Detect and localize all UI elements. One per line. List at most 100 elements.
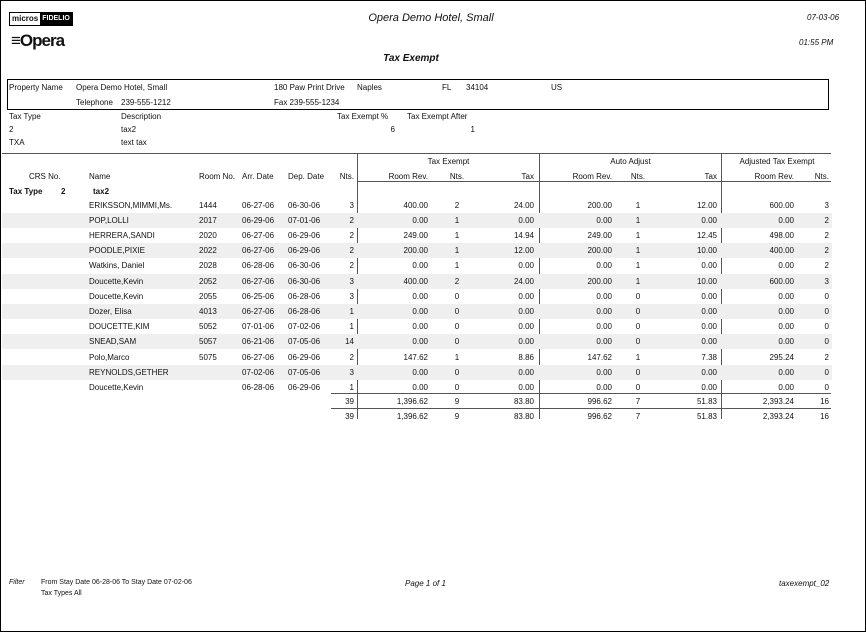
table-cell: 0 — [824, 322, 829, 332]
table-cell: 06-30-06 — [288, 261, 321, 271]
table-cell: 400.00 — [403, 276, 428, 286]
group-code: 2 — [61, 187, 66, 196]
column-header: Nts. — [449, 172, 465, 181]
grand-total-cell: 16 — [820, 412, 829, 421]
total-cell: 2,393.24 — [762, 397, 794, 406]
table-cell: 2 — [349, 261, 354, 271]
column-header: Room Rev. — [388, 172, 428, 181]
table-cell: 0.00 — [701, 367, 717, 377]
table-cell: 0 — [824, 367, 829, 377]
table-cell: 2 — [824, 261, 829, 271]
table-cell: 0.00 — [596, 261, 612, 271]
property-name: Opera Demo Hotel, Small — [76, 83, 168, 92]
table-cell: POODLE,PIXIE — [89, 246, 146, 256]
table-cell: 0.00 — [778, 306, 794, 316]
table-cell: 0.00 — [701, 291, 717, 301]
logo-fidelio-text: FIDELIO — [40, 13, 72, 25]
table-cell: 06-28-06 — [288, 306, 321, 316]
table-cell: 0.00 — [412, 382, 428, 392]
table-cell: 06-29-06 — [288, 352, 321, 362]
column-header: Room Rev. — [754, 172, 794, 181]
table-cell: 1 — [454, 215, 460, 225]
grand-total-cell: 7 — [635, 412, 641, 421]
table-cell: 1 — [635, 215, 641, 225]
table-cell: 12.45 — [696, 230, 717, 240]
table-cell: 0.00 — [518, 306, 534, 316]
table-cell: 3 — [824, 276, 829, 286]
table-cell: 2 — [824, 215, 829, 225]
table-cell: 06-29-06 — [242, 215, 275, 225]
grand-total-cell: 1,396.62 — [396, 412, 428, 421]
table-cell: Doucette,Kevin — [89, 276, 144, 286]
table-cell: 0.00 — [778, 291, 794, 301]
table-cell: 0 — [635, 306, 641, 316]
filter-label: Filter — [9, 579, 25, 586]
opera-swoosh-icon: ≡ — [11, 31, 21, 50]
table-cell: 2022 — [199, 246, 217, 256]
table-cell: 0 — [824, 382, 829, 392]
filter-dates: From Stay Date 06-28-06 To Stay Date 07-… — [41, 579, 192, 586]
table-cell: 249.00 — [587, 230, 612, 240]
table-cell: Polo,Marco — [89, 352, 130, 362]
table-cell: 0.00 — [778, 367, 794, 377]
phone-label: Telephone — [76, 98, 113, 107]
total-cell: 39 — [345, 397, 354, 406]
grand-total-cell: 9 — [454, 412, 460, 421]
table-cell: 24.00 — [513, 200, 534, 210]
property-box — [7, 79, 829, 110]
table-cell: 200.00 — [587, 276, 612, 286]
table-cell: 2055 — [199, 291, 217, 301]
total-cell: 7 — [635, 397, 641, 406]
report-title: Tax Exempt — [383, 53, 439, 64]
table-cell: REYNOLDS,GETHER — [89, 367, 169, 377]
micros-fidelio-logo: micros FIDELIO — [9, 12, 73, 26]
tax-type-code: 2 — [9, 125, 14, 134]
table-cell: 0.00 — [412, 261, 428, 271]
table-cell: Doucette,Kevin — [89, 382, 144, 392]
column-header: Nts. — [814, 172, 829, 181]
description-header: Description — [121, 112, 162, 121]
property-city: Naples — [357, 83, 382, 92]
table-cell: 12.00 — [696, 200, 717, 210]
table-cell: 0.00 — [518, 382, 534, 392]
table-cell: 0.00 — [701, 261, 717, 271]
table-top-rule — [2, 153, 831, 154]
total-cell: 9 — [454, 397, 460, 406]
table-cell: 06-29-06 — [288, 382, 321, 392]
table-cell: 0.00 — [412, 337, 428, 347]
table-cell: 0 — [635, 337, 641, 347]
table-cell: 1 — [635, 352, 641, 362]
tax-type-desc: text tax — [121, 138, 147, 147]
table-cell: 5075 — [199, 352, 217, 362]
table-cell: 147.62 — [403, 352, 428, 362]
filter-tax-types: Tax Types All — [41, 590, 82, 597]
table-cell: Doucette,Kevin — [89, 291, 144, 301]
table-cell: 1 — [635, 261, 641, 271]
row-shading — [2, 364, 832, 380]
table-cell: 07-02-06 — [288, 322, 321, 332]
total-cell: 16 — [820, 397, 829, 406]
table-cell: 2 — [349, 352, 354, 362]
table-cell: 295.24 — [769, 352, 794, 362]
tax-type-code: TXA — [9, 138, 25, 147]
table-cell: 0.00 — [778, 382, 794, 392]
table-cell: 147.62 — [587, 352, 612, 362]
table-cell: 07-05-06 — [288, 367, 321, 377]
table-cell: 600.00 — [769, 200, 794, 210]
table-cell: 1 — [454, 230, 460, 240]
column-group-header: Tax Exempt — [427, 157, 470, 166]
table-cell: 3 — [824, 200, 829, 210]
table-cell: 0 — [635, 382, 641, 392]
table-cell: 06-28-06 — [288, 291, 321, 301]
column-header: Name — [89, 172, 111, 181]
grand-total-rule — [331, 408, 831, 409]
property-name-label: Property Name — [9, 83, 63, 92]
table-cell: 0.00 — [518, 322, 534, 332]
table-cell: 10.00 — [696, 276, 717, 286]
tax-exempt-after: 1 — [470, 125, 475, 134]
table-cell: 2 — [349, 230, 354, 240]
table-cell: 14 — [345, 337, 354, 347]
table-cell: 2 — [824, 352, 829, 362]
tax-exempt-pct: 6 — [390, 125, 395, 134]
